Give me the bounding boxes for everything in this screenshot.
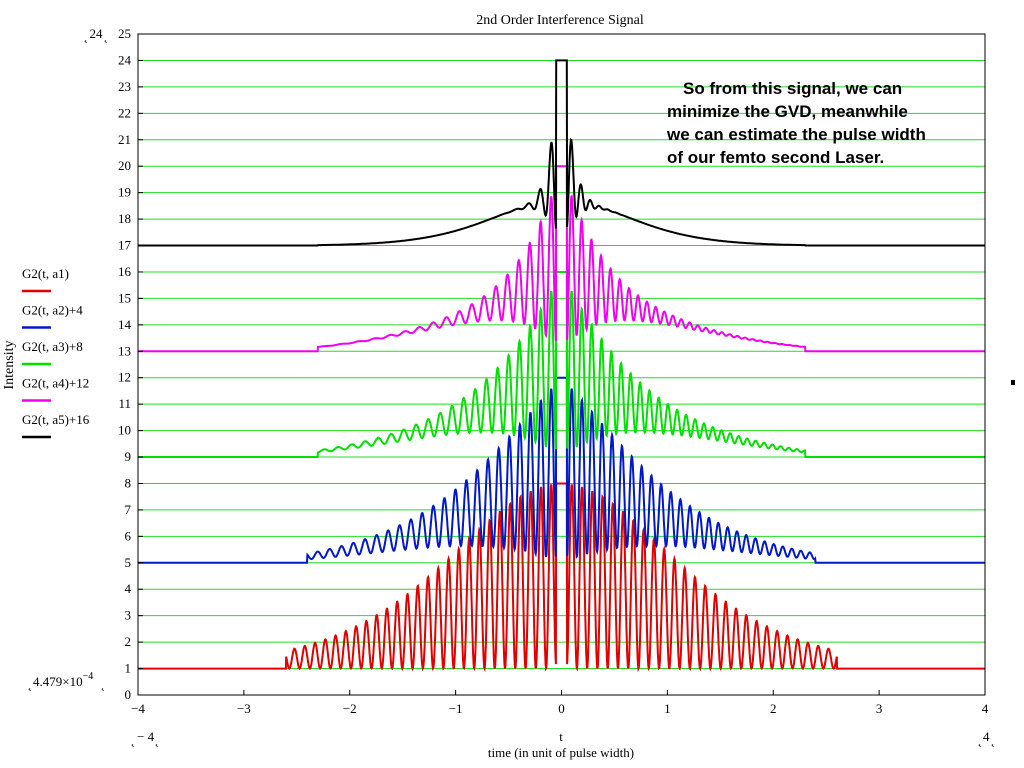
y-tick-label-24: 24 (118, 52, 132, 67)
y-axis-label: Intensity (2, 341, 17, 390)
chart-title: 2nd Order Interference Signal (476, 13, 644, 28)
y-min-marker-exponent: −4 (83, 671, 94, 682)
legend: G2(t, a1) G2(t, a2)+4 G2(t, a3)+8 G2(t, a4)… (22, 266, 90, 439)
y-tick-label-22: 22 (118, 105, 131, 120)
y-tick-label-4: 4 (125, 581, 132, 596)
x-tick-label-0: −4 (131, 701, 145, 716)
x-tick-label-8: 4 (982, 701, 989, 716)
x-axis-sublabel: time (in unit of pulse width) (488, 745, 634, 760)
y-tick-label-23: 23 (118, 79, 131, 94)
y-tick-label-2: 2 (125, 634, 132, 649)
data-series (138, 59, 985, 673)
y-tick-label-21: 21 (118, 132, 131, 147)
y-tick-label-15: 15 (118, 290, 131, 305)
y-tick-label-14: 14 (118, 317, 132, 332)
y-tick-label-7: 7 (125, 502, 132, 517)
x-max-marker: 4 (983, 729, 990, 744)
x-tick-label-2: −2 (343, 701, 357, 716)
y-tick-label-8: 8 (125, 475, 132, 490)
y-tick-label-25: 25 (118, 26, 131, 41)
y-tick-label-9: 9 (125, 449, 132, 464)
x-tick-label-5: 1 (664, 701, 671, 716)
y-max-marker-bracket-right: ˛ (104, 29, 108, 43)
annotation-line-2: minimize the GVD, meanwhile (667, 102, 908, 121)
y-min-marker: 4.479×10−4 (33, 671, 93, 689)
x-tick-label-7: 3 (876, 701, 883, 716)
x-max-marker-bracket-left: ˛ (978, 733, 982, 747)
y-tick-label-6: 6 (125, 528, 132, 543)
y-axis-ticks: 0123456789101112131415161718192021222324… (118, 26, 143, 702)
series-line-4 (138, 165, 985, 353)
legend-label-1: G2(t, a1) (22, 266, 69, 281)
series-line-5 (138, 59, 985, 247)
y-tick-label-5: 5 (125, 555, 132, 570)
y-tick-label-16: 16 (118, 264, 132, 279)
y-max-marker-bracket-left: ˛ (84, 29, 88, 43)
y-tick-label-12: 12 (118, 370, 131, 385)
series-line-1 (138, 482, 985, 673)
legend-label-3: G2(t, a3)+8 (22, 339, 83, 354)
y-tick-label-11: 11 (118, 396, 131, 411)
y-max-marker: 24 (90, 26, 104, 41)
edge-marker (1011, 380, 1015, 385)
x-min-marker: − 4 (137, 729, 155, 744)
y-tick-label-19: 19 (118, 185, 131, 200)
y-tick-label-10: 10 (118, 423, 131, 438)
annotation-line-1: So from this signal, we can (683, 79, 903, 98)
y-tick-label-18: 18 (118, 211, 131, 226)
x-tick-label-3: −1 (449, 701, 463, 716)
annotation-note: So from this signal, we can minimize the… (667, 77, 987, 169)
y-min-marker-bracket-left: ˛ (28, 677, 32, 691)
x-axis-label: t (559, 729, 563, 744)
legend-label-5: G2(t, a5)+16 (22, 412, 90, 427)
x-min-marker-bracket-right: ˛ (155, 733, 159, 747)
y-tick-label-1: 1 (125, 661, 132, 676)
x-axis-ticks: −4 −3 −2 −1 0 1 2 3 4 (131, 690, 989, 716)
legend-label-4: G2(t, a4)+12 (22, 376, 89, 391)
y-tick-label-0: 0 (125, 687, 132, 702)
x-min-marker-bracket-left: ˛ (131, 733, 135, 747)
y-min-marker-mantissa: 4.479×10 (33, 674, 83, 689)
y-tick-label-20: 20 (118, 158, 131, 173)
y-tick-label-17: 17 (118, 238, 132, 253)
y-tick-label-3: 3 (125, 608, 132, 623)
series-line-3 (138, 271, 985, 458)
x-max-marker-bracket-right: ˛ (991, 733, 995, 747)
annotation-line-3: we can estimate the pulse width (667, 125, 926, 144)
annotation-line-4: of our femto second Laser. (667, 148, 885, 167)
legend-label-2: G2(t, a2)+4 (22, 303, 83, 318)
y-tick-label-13: 13 (118, 343, 131, 358)
x-tick-label-6: 2 (770, 701, 777, 716)
x-tick-label-4: 0 (558, 701, 565, 716)
y-min-marker-bracket-right: ˛ (101, 677, 105, 691)
x-tick-label-1: −3 (237, 701, 251, 716)
series-line-2 (138, 376, 985, 564)
